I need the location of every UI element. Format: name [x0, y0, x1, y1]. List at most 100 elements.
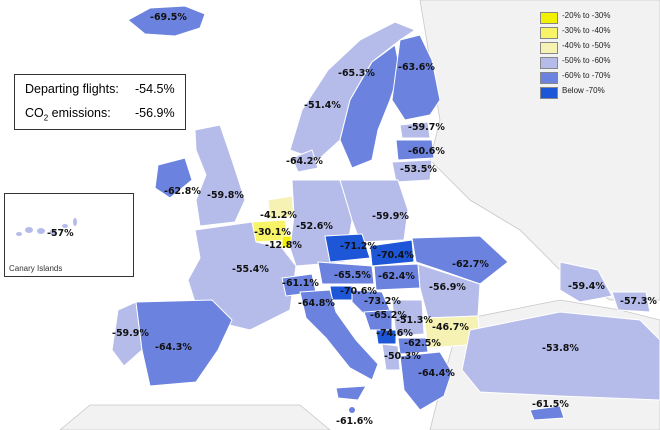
island-shape: [50, 229, 56, 235]
legend-item: Below -70%: [540, 85, 620, 100]
canary-islands-map: -57%: [16, 218, 77, 239]
region-moldova: [559, 261, 613, 303]
label-bosnia: -65.2%: [370, 310, 407, 321]
legend-label: -40% to -50%: [562, 41, 611, 50]
co2-label-rest: emissions:: [48, 106, 111, 120]
region-poland: [339, 179, 409, 243]
label-uk: -59.8%: [207, 190, 244, 201]
label-finland: -63.6%: [398, 62, 435, 73]
legend-item: -30% to -40%: [540, 25, 620, 40]
legend-swatch: [540, 72, 558, 84]
label-portugal: -59.9%: [112, 328, 149, 339]
label-bulgaria: -46.7%: [432, 322, 469, 333]
label-italy: -64.8%: [298, 298, 335, 309]
label-albania: -50.3%: [384, 351, 421, 362]
summary-box: Departing flights: -54.5% CO2 emissions:…: [14, 74, 186, 130]
label-latvia: -60.6%: [408, 146, 445, 157]
region-turkey: [461, 311, 660, 401]
label-turkey: -53.8%: [542, 343, 579, 354]
region-slovakia: [369, 239, 415, 267]
region-lithuania: [391, 159, 433, 183]
legend-swatch: [540, 27, 558, 39]
label-estonia: -59.7%: [408, 122, 445, 133]
label-moldova: -59.4%: [568, 281, 605, 292]
label-montenegro: -74.6%: [376, 328, 413, 339]
region-north-macedonia: [397, 337, 429, 355]
label-switzerland: -61.1%: [282, 278, 319, 289]
label-sweden: -65.3%: [338, 68, 375, 79]
label-iceland: -69.5%: [150, 12, 187, 23]
region-finland: [391, 34, 441, 121]
legend-label: Below -70%: [562, 86, 605, 95]
region-sicily: [335, 385, 367, 401]
region-serbia: [391, 299, 425, 337]
legend-item: -40% to -50%: [540, 40, 620, 55]
label-spain: -64.3%: [155, 342, 192, 353]
co2-emissions-label: CO2 emissions:: [25, 106, 111, 123]
region-albania: [381, 343, 401, 371]
label-slovakia: -70.4%: [377, 250, 414, 261]
label-ireland: -62.8%: [164, 186, 201, 197]
canary-islands-label: Canary Islands: [9, 264, 63, 273]
co2-label-main: CO: [25, 106, 44, 120]
legend-item: -60% to -70%: [540, 70, 620, 85]
north-africa-land: [59, 404, 331, 430]
label-georgia: -57.3%: [620, 296, 657, 307]
label-malta: -61.6%: [336, 416, 373, 427]
label-croatia: -73.2%: [364, 296, 401, 307]
region-austria: [317, 261, 375, 285]
label-romania: -56.9%: [429, 282, 466, 293]
legend: -20% to -30% -30% to -40% -40% to -50% -…: [540, 10, 620, 100]
co2-label-sub: 2: [43, 113, 49, 123]
label-greece: -64.4%: [418, 368, 455, 379]
departing-flights-value: -54.5%: [135, 82, 175, 96]
island-shape: [25, 227, 33, 233]
region-estonia: [399, 121, 431, 139]
region-georgia: [611, 291, 651, 313]
region-spain: [135, 299, 233, 387]
label-lithuania: -53.5%: [400, 164, 437, 175]
label-germany: -52.6%: [296, 221, 333, 232]
label-france: -55.4%: [232, 264, 269, 275]
legend-label: -60% to -70%: [562, 71, 611, 80]
island-shape: [37, 228, 45, 234]
label-denmark: -64.2%: [286, 156, 323, 167]
label-norway: -51.4%: [304, 100, 341, 111]
canary-islands-inset: -57% Canary Islands: [4, 193, 134, 277]
region-czechia: [324, 233, 371, 263]
region-norway: [289, 21, 417, 161]
legend-swatch: [540, 87, 558, 99]
departing-flights-label: Departing flights:: [25, 82, 119, 96]
legend-item: -20% to -30%: [540, 10, 620, 25]
label-slovenia: -70.6%: [340, 286, 377, 297]
legend-swatch: [540, 57, 558, 69]
label-luxembourg: -12.8%: [265, 240, 302, 251]
legend-label: -50% to -60%: [562, 56, 611, 65]
legend-swatch: [540, 42, 558, 54]
island-shape: [16, 232, 22, 236]
region-italy: [299, 289, 379, 381]
legend-swatch: [540, 12, 558, 24]
label-czechia: -71.2%: [340, 241, 377, 252]
region-portugal: [111, 301, 143, 367]
label-ukraine: -62.7%: [452, 259, 489, 270]
region-ireland: [154, 157, 193, 199]
region-greece: [399, 351, 453, 411]
legend-item: -50% to -60%: [540, 55, 620, 70]
label-austria: -65.5%: [334, 270, 371, 281]
region-uk: [194, 124, 246, 227]
region-malta: [349, 407, 355, 413]
region-cyprus: [529, 405, 565, 421]
label-hungary: -62.4%: [378, 271, 415, 282]
region-denmark: [291, 149, 319, 173]
region-montenegro: [375, 329, 397, 345]
label-cyprus: -61.5%: [532, 399, 569, 410]
label-north-macedonia: -62.5%: [404, 338, 441, 349]
legend-label: -20% to -30%: [562, 11, 611, 20]
co2-emissions-value: -56.9%: [135, 106, 175, 120]
region-latvia: [395, 139, 435, 161]
island-shape: [73, 218, 77, 226]
label-belgium: -30.1%: [254, 227, 291, 238]
label-serbia: -51.3%: [396, 315, 433, 326]
